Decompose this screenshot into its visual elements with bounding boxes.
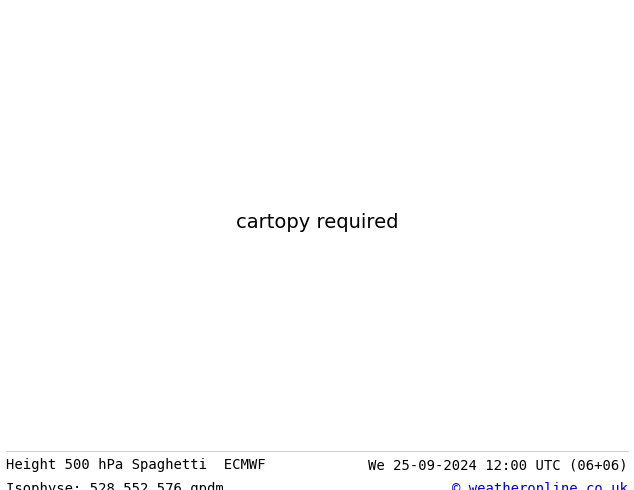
Text: Height 500 hPa Spaghetti  ECMWF: Height 500 hPa Spaghetti ECMWF: [6, 458, 266, 472]
Text: cartopy required: cartopy required: [236, 214, 398, 232]
Text: We 25-09-2024 12:00 UTC (06+06): We 25-09-2024 12:00 UTC (06+06): [368, 458, 628, 472]
Text: Isophyse: 528 552 576 gpdm: Isophyse: 528 552 576 gpdm: [6, 482, 224, 490]
Text: © weatheronline.co.uk: © weatheronline.co.uk: [452, 482, 628, 490]
